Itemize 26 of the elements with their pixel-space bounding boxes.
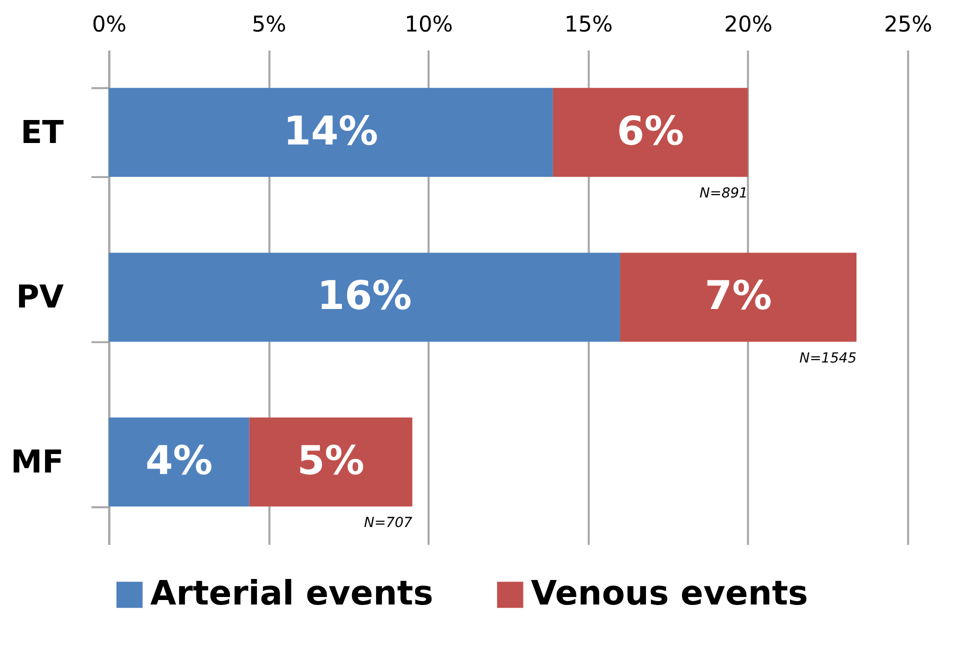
x-tick-label: 20%	[724, 12, 773, 38]
x-tick-label: 10%	[404, 12, 453, 38]
x-tick-label: 15%	[564, 12, 613, 38]
y-tick-label: PV	[16, 280, 64, 316]
bar	[108, 88, 553, 177]
data-label: 4%	[145, 438, 213, 484]
bar	[552, 88, 748, 177]
bar	[249, 417, 412, 506]
bar	[108, 417, 250, 506]
bar	[108, 252, 620, 342]
x-tick-label: 25%	[884, 12, 932, 38]
annotation: N=891	[700, 186, 748, 202]
data-label: 16%	[317, 273, 412, 320]
legend-label: Venous events	[530, 574, 808, 613]
data-label: 5%	[297, 438, 364, 484]
data-label: 7%	[704, 273, 772, 320]
y-tick-label: MF	[10, 444, 64, 480]
bar	[620, 252, 856, 342]
data-label: 6%	[616, 108, 684, 154]
annotation: N=707	[364, 515, 413, 532]
annotation: N=1545	[799, 350, 857, 366]
y-tick-label: ET	[20, 114, 64, 151]
x-tick-label: 5%	[252, 12, 286, 38]
x-tick-label: 0%	[92, 12, 127, 38]
data-label: 14%	[284, 108, 378, 154]
legend-label: Arterial events	[150, 574, 434, 613]
